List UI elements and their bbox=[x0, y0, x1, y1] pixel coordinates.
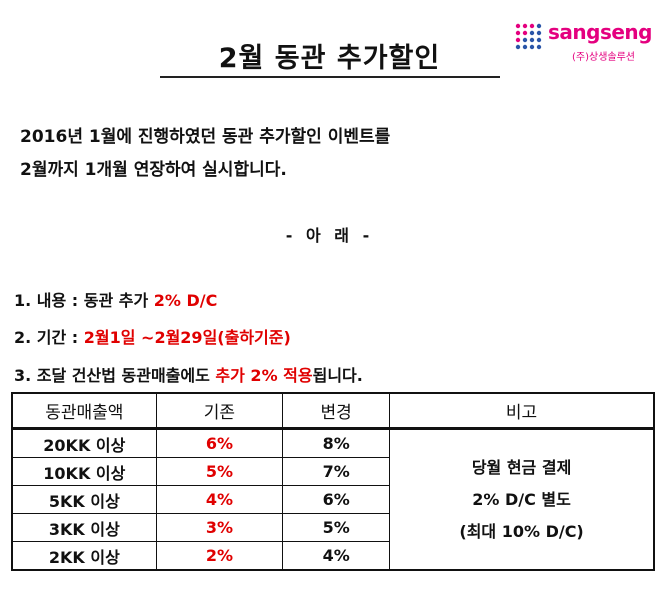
item-period-highlight: 2월1일 ~2월29일(출하기준) bbox=[83, 328, 291, 347]
cell-note: 당월 현금 결제 2% D/C 별도 (최대 10% D/C) bbox=[389, 428, 655, 571]
table-row: 2KK 이상 2% 4% bbox=[11, 541, 654, 571]
note-line-2: 2% D/C 별도 bbox=[472, 489, 571, 509]
item-period: 2. 기간 : 2월1일 ~2월29일(출하기준) bbox=[14, 324, 291, 348]
header-after: 변경 bbox=[282, 392, 391, 430]
table-header-row: 동관매출액 기존 변경 비고 bbox=[11, 392, 655, 430]
item-content-highlight: 2% D/C bbox=[153, 291, 218, 310]
cell-amount: 10KK 이상 bbox=[11, 457, 157, 486]
intro-line-2: 2월까지 1개월 연장하여 실시합니다. bbox=[20, 160, 287, 180]
cell-before: 4% bbox=[155, 485, 284, 514]
cell-after: 7% bbox=[282, 457, 391, 486]
cell-after: 4% bbox=[282, 541, 391, 571]
cell-amount: 2KK 이상 bbox=[11, 541, 157, 571]
section-marker: - 아 래 - bbox=[285, 226, 374, 245]
item-period-label: 2. 기간 : bbox=[14, 328, 84, 347]
table-row: 3KK 이상 3% 5% bbox=[11, 513, 654, 542]
company-logo: sangseng (주)상생솔루션 bbox=[514, 20, 654, 72]
cell-before: 5% bbox=[155, 457, 284, 486]
item-procurement-suffix: 됩니다. bbox=[312, 366, 363, 385]
note-line-1: 당월 현금 결제 bbox=[471, 457, 572, 477]
title-underline bbox=[160, 76, 500, 78]
cell-before: 6% bbox=[155, 428, 284, 458]
page-title: 2월 동관 추가할인 bbox=[218, 43, 441, 74]
item-content-label: 1. 내용 : 동관 추가 bbox=[14, 291, 154, 310]
item-content: 1. 내용 : 동관 추가 2% D/C bbox=[14, 287, 217, 311]
table-row: 5KK 이상 4% 6% bbox=[11, 485, 654, 514]
item-procurement: 3. 조달 건산법 동관매출에도 추가 2% 적용됩니다. bbox=[14, 362, 363, 386]
cell-after: 5% bbox=[282, 513, 391, 542]
table-row: 10KK 이상 5% 7% bbox=[11, 457, 654, 486]
intro-line-1: 2016년 1월에 진행하였던 동관 추가할인 이벤트를 bbox=[20, 127, 391, 147]
header-before: 기존 bbox=[155, 392, 284, 430]
cell-amount: 3KK 이상 bbox=[11, 513, 157, 542]
logo-subtitle: (주)상생솔루션 bbox=[572, 52, 636, 63]
header-note: 비고 bbox=[389, 392, 655, 430]
cell-before: 3% bbox=[155, 513, 284, 542]
item-procurement-label: 3. 조달 건산법 동관매출에도 bbox=[14, 366, 216, 385]
cell-after: 8% bbox=[282, 428, 391, 458]
item-procurement-highlight: 추가 2% 적용 bbox=[215, 366, 313, 385]
cell-before: 2% bbox=[155, 541, 284, 571]
note-line-3: (최대 10% D/C) bbox=[459, 521, 584, 541]
table-row: 20KK 이상 6% 8% 당월 현금 결제 2% D/C 별도 (최대 10%… bbox=[11, 428, 655, 571]
cell-amount: 5KK 이상 bbox=[11, 485, 157, 514]
cell-amount: 20KK 이상 bbox=[11, 428, 157, 458]
cell-after: 6% bbox=[282, 485, 391, 514]
header-amount: 동관매출액 bbox=[11, 392, 157, 430]
discount-table: 동관매출액 기존 변경 비고 20KK 이상 6% 8% 당월 현금 결제 2%… bbox=[11, 392, 655, 571]
logo-dots-icon bbox=[515, 23, 542, 50]
logo-name: sangseng bbox=[548, 20, 652, 44]
